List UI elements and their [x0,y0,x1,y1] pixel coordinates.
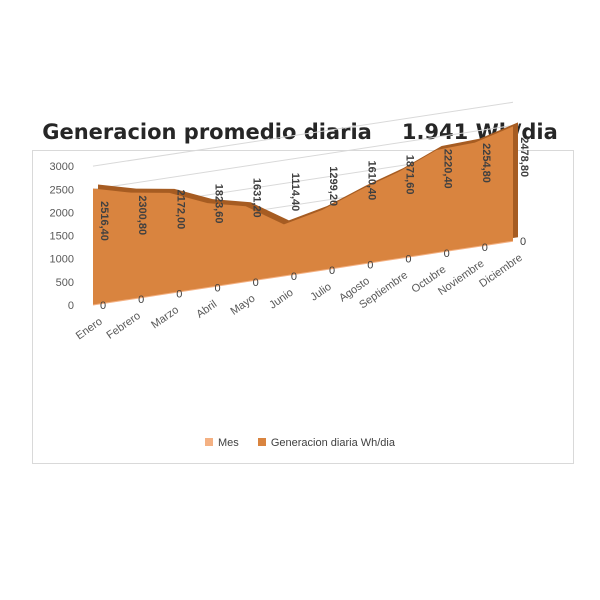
data-label-mes: 0 [520,236,526,248]
y-tick-label: 1000 [50,254,74,266]
data-label-mes: 0 [444,248,450,260]
legend-item-generacion: Generacion diaria Wh/dia [257,437,395,449]
data-label-mes: 0 [100,300,106,312]
data-label-generacion: 2516,40 [98,201,110,241]
data-label-generacion: 1823,60 [213,184,225,224]
data-label-mes: 0 [176,288,182,300]
data-label-mes: 0 [291,271,297,283]
x-tick-label: Enero [74,316,105,343]
data-label-mes: 0 [482,242,488,254]
data-label-generacion: 2172,00 [174,190,186,230]
data-label-mes: 0 [405,254,411,266]
x-tick-label: Diciembre [477,252,524,290]
x-tick-label: Mayo [229,292,258,317]
data-label-generacion: 2300,80 [136,195,148,235]
legend-swatch-mes [205,438,214,446]
data-label-mes: 0 [214,283,220,295]
area-generacion [93,126,513,306]
data-label-mes: 0 [253,277,259,289]
x-tick-label: Abril [194,298,219,320]
chart-area [32,150,574,464]
x-tick-label: Marzo [149,304,181,331]
data-label-generacion: 2478,80 [518,137,530,177]
data-label-generacion: 2220,40 [442,149,454,189]
area-mes [92,240,514,306]
data-label-mes: 0 [329,265,335,277]
data-label-generacion: 1610,40 [365,161,377,201]
legend-label-mes: Mes [218,437,239,449]
gridline [92,124,514,190]
data-label-generacion: 2254,80 [480,143,492,183]
x-tick-label: Noviembre [436,258,486,298]
data-label-generacion: 1299,20 [327,166,339,206]
data-label-mes: 0 [138,294,144,306]
legend-swatch-generacion [257,438,266,446]
y-tick-label: 3000 [50,161,74,173]
y-tick-label: 2500 [50,184,74,196]
x-tick-label: Julio [308,281,333,304]
data-label-generacion: 1114,40 [289,173,301,212]
y-tick-label: 2000 [50,207,74,219]
y-tick-label: 500 [56,277,74,289]
x-tick-label: Junio [267,287,295,312]
y-tick-label: 0 [68,300,74,312]
data-label-generacion: 1871,60 [403,155,415,195]
legend-label-generacion: Generacion diaria Wh/dia [270,437,395,449]
data-label-mes: 0 [367,259,373,271]
legend: Mes Generacion diaria Wh/dia [0,437,600,449]
x-tick-label: Febrero [104,310,142,342]
data-label-generacion: 1631,20 [251,178,263,218]
gridline [92,101,514,167]
legend-item-mes: Mes [205,437,239,449]
y-tick-label: 1500 [50,231,74,243]
